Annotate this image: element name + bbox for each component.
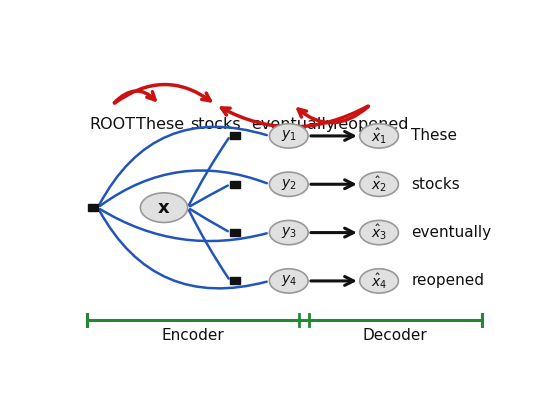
- Text: $y_1$: $y_1$: [281, 128, 296, 143]
- Text: $\hat{x}_4$: $\hat{x}_4$: [371, 271, 387, 291]
- Text: $\hat{x}_1$: $\hat{x}_1$: [371, 126, 387, 146]
- FancyBboxPatch shape: [230, 181, 240, 188]
- Text: $\mathbf{x}$: $\mathbf{x}$: [157, 198, 171, 217]
- Ellipse shape: [360, 220, 398, 245]
- FancyArrowPatch shape: [100, 171, 267, 206]
- Ellipse shape: [360, 269, 398, 293]
- FancyArrowPatch shape: [99, 127, 267, 205]
- FancyBboxPatch shape: [88, 204, 98, 211]
- Ellipse shape: [269, 172, 308, 196]
- Text: $\hat{x}_2$: $\hat{x}_2$: [371, 175, 387, 194]
- Ellipse shape: [269, 269, 308, 293]
- FancyArrowPatch shape: [115, 85, 210, 103]
- FancyArrowPatch shape: [190, 185, 228, 206]
- Text: These: These: [411, 128, 457, 143]
- FancyArrowPatch shape: [189, 138, 229, 205]
- FancyArrowPatch shape: [99, 210, 267, 288]
- FancyBboxPatch shape: [230, 229, 240, 236]
- Text: $y_4$: $y_4$: [281, 273, 297, 288]
- FancyArrowPatch shape: [311, 277, 354, 286]
- Ellipse shape: [360, 172, 398, 196]
- FancyArrowPatch shape: [190, 209, 228, 231]
- Text: Encoder: Encoder: [162, 328, 224, 343]
- FancyArrowPatch shape: [100, 209, 267, 241]
- Text: $y_3$: $y_3$: [281, 225, 297, 240]
- FancyArrowPatch shape: [311, 228, 354, 237]
- Text: Decoder: Decoder: [363, 328, 427, 343]
- Text: These: These: [135, 117, 184, 132]
- FancyBboxPatch shape: [230, 132, 240, 139]
- Text: stocks: stocks: [190, 117, 241, 132]
- FancyArrowPatch shape: [189, 210, 229, 279]
- FancyArrowPatch shape: [311, 132, 354, 141]
- Text: reopened: reopened: [411, 273, 485, 288]
- Text: $\hat{x}_3$: $\hat{x}_3$: [371, 223, 387, 243]
- Ellipse shape: [140, 193, 188, 222]
- Ellipse shape: [269, 220, 308, 245]
- FancyArrowPatch shape: [221, 106, 368, 127]
- FancyArrowPatch shape: [311, 180, 354, 189]
- FancyArrowPatch shape: [114, 91, 155, 103]
- Text: eventually: eventually: [251, 117, 335, 132]
- Text: ROOT: ROOT: [89, 117, 135, 132]
- Text: reopened: reopened: [332, 117, 408, 132]
- FancyArrowPatch shape: [298, 107, 369, 123]
- Text: eventually: eventually: [411, 225, 491, 240]
- FancyBboxPatch shape: [230, 277, 240, 284]
- Ellipse shape: [360, 124, 398, 148]
- Text: stocks: stocks: [411, 177, 460, 192]
- Text: $y_2$: $y_2$: [281, 177, 296, 192]
- Ellipse shape: [269, 124, 308, 148]
